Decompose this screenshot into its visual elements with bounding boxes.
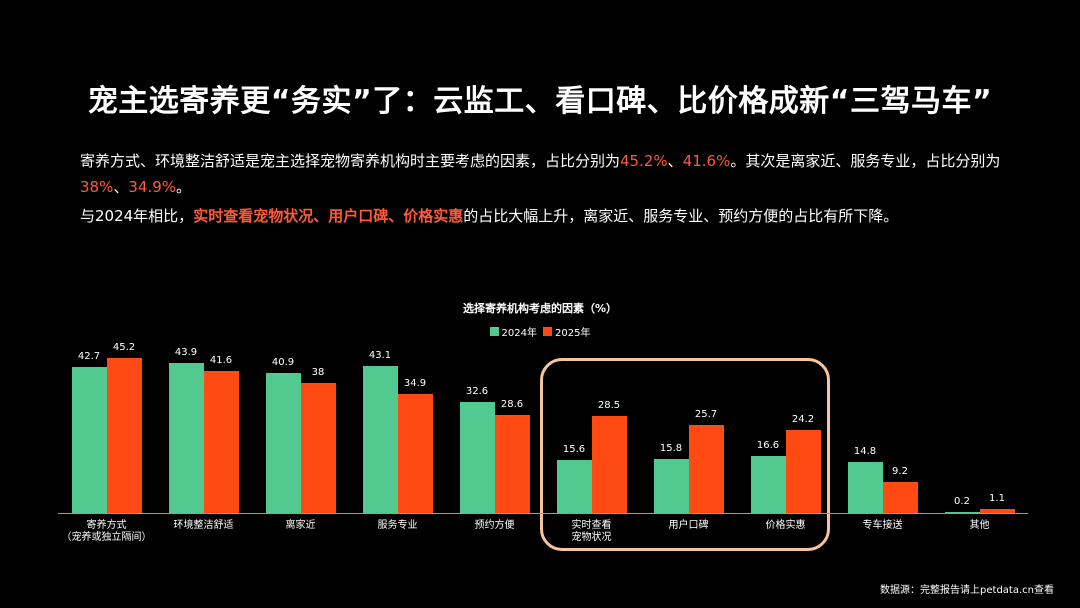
bar-group: 16.6 24.2 bbox=[737, 340, 834, 513]
label-line-1: 离家近 bbox=[285, 520, 316, 531]
label-line-2: 宠物状况 bbox=[571, 532, 612, 543]
label-line-1: 服务专业 bbox=[377, 520, 418, 531]
bar-2025 bbox=[203, 370, 239, 513]
bar-2024 bbox=[653, 458, 689, 513]
text: 寄养方式、环境整洁舒适是宠主选择宠物寄养机构时主要考虑的因素，占比分别为 bbox=[80, 152, 621, 170]
bar-2025 bbox=[882, 481, 918, 513]
value-label-2025: 28.5 bbox=[597, 399, 621, 411]
bar-2024 bbox=[556, 459, 592, 513]
bar-group: 42.7 45.2 bbox=[58, 340, 155, 513]
highlight-value: 34.9% bbox=[128, 178, 177, 196]
bar-group: 0.2 1.1 bbox=[931, 340, 1028, 513]
legend-item-2024: 2024年 bbox=[489, 324, 537, 339]
bar-group: 15.6 28.5 bbox=[543, 340, 640, 513]
label-line-1: 价格实惠 bbox=[765, 520, 806, 531]
text: 。 bbox=[176, 178, 192, 196]
bar-2025 bbox=[688, 425, 724, 513]
bar-2025 bbox=[979, 509, 1015, 513]
legend-item-2025: 2025年 bbox=[543, 324, 590, 339]
value-label-2024: 0.2 bbox=[954, 495, 970, 507]
bar-group: 32.6 28.6 bbox=[446, 340, 543, 513]
x-axis-label: 离家近 bbox=[251, 520, 351, 532]
value-label-2025: 1.1 bbox=[989, 493, 1005, 505]
value-label-2024: 32.6 bbox=[465, 385, 489, 397]
bar-group: 40.9 38 bbox=[252, 340, 349, 513]
bar-2025 bbox=[300, 383, 336, 513]
description-paragraph-1: 寄养方式、环境整洁舒适是宠主选择宠物寄养机构时主要考虑的因素，占比分别为45.2… bbox=[80, 148, 1010, 200]
label-line-1: 环境整洁舒适 bbox=[173, 520, 234, 531]
x-axis-label: 用户口碑 bbox=[639, 520, 739, 532]
label-line-1: 专车接送 bbox=[862, 520, 903, 531]
highlight-value: 38% bbox=[80, 178, 114, 196]
x-axis-label: 环境整洁舒适 bbox=[154, 520, 254, 532]
bar-group: 43.1 34.9 bbox=[349, 340, 446, 513]
legend-label: 2024年 bbox=[501, 328, 537, 339]
bar-2025 bbox=[785, 430, 821, 513]
legend-swatch-orange bbox=[543, 327, 552, 336]
value-label-2024: 43.9 bbox=[174, 346, 198, 358]
value-label-2024: 15.8 bbox=[659, 442, 683, 454]
chart-plot-area: 42.7 45.2 43.9 41.6 40.9 38 43.1 34.9 32.6 28.6 15… bbox=[58, 340, 1028, 513]
x-axis-label: 专车接送 bbox=[833, 520, 933, 532]
highlight-box bbox=[540, 358, 830, 551]
description-paragraph-2: 与2024年相比，实时查看宠物状况、用户口碑、价格实惠的占比大幅上升，离家近、服… bbox=[80, 203, 1010, 229]
label-line-1: 用户口碑 bbox=[668, 520, 709, 531]
text: 、 bbox=[667, 152, 683, 170]
bar-2025 bbox=[494, 415, 530, 513]
x-axis-label: 其他 bbox=[930, 520, 1030, 532]
x-axis-label: 服务专业 bbox=[348, 520, 448, 532]
value-label-2025: 45.2 bbox=[112, 342, 136, 354]
value-label-2025: 41.6 bbox=[209, 354, 233, 366]
highlight-value: 45.2% bbox=[620, 152, 668, 170]
bar-group: 43.9 41.6 bbox=[155, 340, 252, 513]
value-label-2025: 24.2 bbox=[791, 414, 815, 426]
value-label-2024: 42.7 bbox=[77, 350, 101, 362]
text: 的占比大幅上升，离家近、服务专业、预约方便的占比有所下降。 bbox=[463, 207, 899, 225]
x-axis-label: 寄养方式 （宠养或独立隔间） bbox=[57, 520, 157, 544]
value-label-2025: 25.7 bbox=[694, 409, 718, 421]
legend-label: 2025年 bbox=[555, 328, 591, 339]
bar-2025 bbox=[106, 358, 142, 513]
text: 。其次是离家近、服务专业，占比分别为 bbox=[730, 152, 1001, 170]
x-axis-label: 实时查看 宠物状况 bbox=[542, 520, 642, 544]
value-label-2024: 15.6 bbox=[562, 443, 586, 455]
highlight-text: 实时查看宠物状况、用户口碑、价格实惠 bbox=[193, 207, 464, 225]
legend-swatch-green bbox=[489, 327, 499, 336]
value-label-2025: 28.6 bbox=[500, 399, 524, 411]
highlight-value: 41.6% bbox=[682, 152, 731, 170]
bar-2024 bbox=[750, 456, 786, 513]
label-line-1: 预约方便 bbox=[474, 520, 515, 531]
label-line-1: 寄养方式 bbox=[86, 520, 127, 531]
label-line-1: 实时查看 bbox=[571, 520, 612, 531]
bar-group: 14.8 9.2 bbox=[834, 340, 931, 513]
x-axis-line bbox=[58, 513, 1028, 514]
value-label-2025: 38 bbox=[311, 367, 325, 379]
text: 、 bbox=[113, 178, 129, 196]
x-axis-label: 预约方便 bbox=[445, 520, 545, 532]
label-line-2: （宠养或独立隔间） bbox=[61, 532, 152, 543]
page-title: 宠主选寄养更“务实”了：云监工、看口碑、比价格成新“三驾马车” bbox=[87, 84, 993, 119]
bar-2024 bbox=[168, 362, 204, 513]
bar-2024 bbox=[459, 401, 495, 513]
value-label-2025: 34.9 bbox=[403, 377, 427, 389]
chart-legend: 2024年 2025年 bbox=[0, 324, 1080, 339]
bar-2025 bbox=[591, 415, 627, 513]
value-label-2024: 16.6 bbox=[756, 440, 780, 452]
value-label-2024: 40.9 bbox=[271, 357, 295, 369]
bar-group: 15.8 25.7 bbox=[640, 340, 737, 513]
label-line-1: 其他 bbox=[969, 520, 990, 531]
bar-2024 bbox=[265, 373, 301, 513]
bar-2025 bbox=[397, 393, 433, 513]
value-label-2025: 9.2 bbox=[892, 465, 908, 477]
data-source: 数据源：完整报告请上petdata.cn查看 bbox=[880, 585, 1054, 596]
chart-title: 选择寄养机构考虑的因素（%） bbox=[462, 302, 618, 315]
bar-2024 bbox=[362, 365, 398, 513]
bar-2024 bbox=[847, 462, 883, 513]
bar-2024 bbox=[71, 366, 107, 513]
x-axis-label: 价格实惠 bbox=[736, 520, 836, 532]
text: 与2024年相比， bbox=[80, 207, 194, 225]
bar-2024 bbox=[944, 511, 980, 513]
value-label-2024: 43.1 bbox=[368, 349, 392, 361]
value-label-2024: 14.8 bbox=[853, 446, 877, 458]
